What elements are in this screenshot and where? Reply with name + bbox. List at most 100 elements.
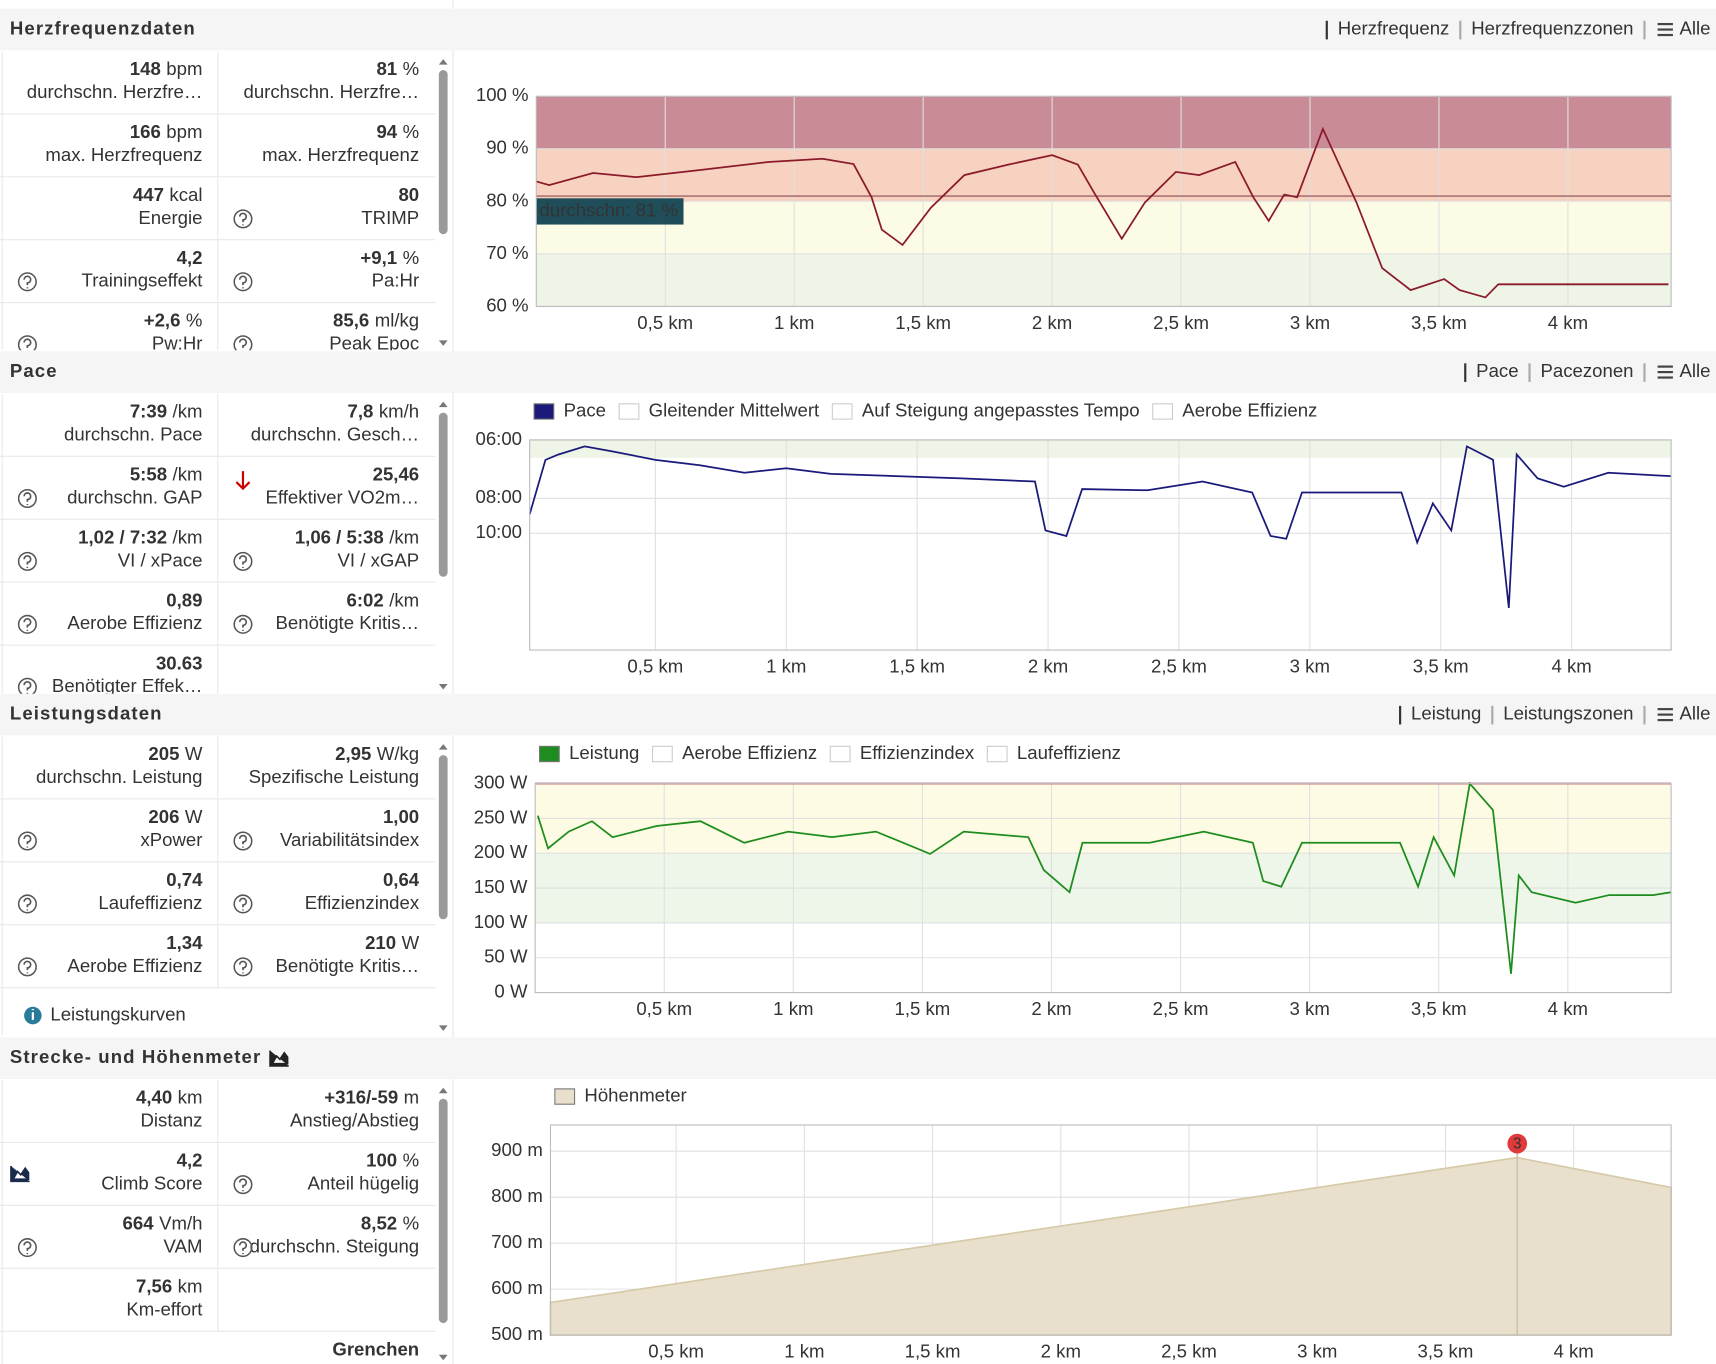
stat-label: xPower [140, 829, 202, 850]
stat-value: 4,2 [177, 247, 203, 268]
tab[interactable]: Leistung [1411, 703, 1481, 724]
average-label-bg [536, 198, 684, 225]
legend-label[interactable]: Gleitender Mittelwert [649, 399, 820, 420]
stat-label: Benötigte Kritis… [276, 955, 420, 976]
stat-unit: kcal [169, 184, 202, 205]
help-icon-glyph [23, 1241, 32, 1255]
y-tick-label: 300 W [474, 771, 528, 792]
x-tick-label: 1,5 km [895, 312, 951, 333]
legend-label[interactable]: Leistung [569, 742, 639, 763]
scroll-down [438, 340, 448, 346]
scroll-thumb[interactable] [438, 412, 448, 577]
stat-number: 100 [366, 1150, 397, 1171]
help-icon-glyph [23, 338, 32, 351]
tab[interactable]: Alle [1679, 360, 1710, 381]
section-header [0, 8, 1716, 51]
legend-label[interactable]: Effizienzindex [860, 742, 975, 763]
help-icon [17, 894, 37, 914]
legend-swatch[interactable] [651, 745, 673, 763]
help-icon [233, 209, 253, 229]
section-title: Pace [10, 360, 58, 381]
tab[interactable]: Herzfrequenz [1338, 17, 1450, 38]
stat-number: 205 [148, 743, 179, 764]
scroll-up [438, 401, 448, 408]
legend-label[interactable]: Aerobe Effizienz [1182, 399, 1317, 420]
legend-swatch[interactable] [986, 745, 1008, 763]
stat-unit: bpm [166, 58, 202, 79]
stat-number: 664 [123, 1212, 155, 1233]
help-icon-glyph [238, 834, 248, 848]
y-tick-label: 500 m [491, 1323, 543, 1344]
legend-swatch[interactable] [538, 745, 560, 763]
link[interactable]: Leistungskurven [50, 1003, 185, 1024]
legend-label[interactable]: Laufeffizienz [1017, 742, 1121, 763]
help-icon-glyph [238, 338, 248, 351]
stat-number: 447 [133, 184, 164, 205]
legend-swatch[interactable] [831, 403, 853, 420]
stat-value: 0,64 [383, 869, 420, 890]
legend-label[interactable]: Höhenmeter [584, 1084, 686, 1105]
x-tick-label: 2 km [1031, 998, 1071, 1019]
help-icon-glyph [23, 834, 32, 848]
stat-value: 0,74 [166, 869, 203, 890]
footer-text: Grenchen [332, 1338, 419, 1359]
x-tick-label: 3,5 km [1411, 998, 1467, 1019]
stat-value: 81% [376, 58, 419, 79]
scroll-thumb[interactable] [438, 755, 448, 920]
x-tick-label: 1,5 km [889, 655, 945, 676]
stat-label: Effizienzindex [305, 892, 420, 913]
y-tick-label: 0 W [494, 980, 528, 1001]
stat-number: 25,46 [373, 463, 420, 484]
help-icon-glyph [238, 1178, 248, 1192]
legend-label[interactable]: Aerobe Effizienz [682, 742, 817, 763]
help-icon-glyph [23, 897, 32, 911]
stat-number: 5:58 [130, 463, 167, 484]
legend-label[interactable]: Pace [564, 399, 606, 420]
x-tick-label: 2 km [1032, 312, 1072, 333]
legend-swatch[interactable] [829, 745, 851, 763]
stat-unit: % [403, 58, 420, 79]
stat-number: 81 [376, 58, 397, 79]
stat-label: durchschn. Herzfre… [27, 81, 203, 102]
help-icon [17, 272, 37, 292]
stat-value: 206 W [148, 806, 203, 827]
stat-label: Effektiver VO2m… [266, 486, 420, 507]
legend-swatch[interactable] [554, 1088, 576, 1105]
line [528, 445, 1672, 609]
legend-swatch[interactable] [1152, 403, 1173, 420]
help-icon-glyph [23, 618, 32, 631]
stat-value: 166 bpm [130, 121, 203, 142]
scroll-thumb[interactable] [438, 70, 448, 235]
stat-unit: m [404, 1087, 420, 1108]
stat-label: durchschn. Leistung [36, 766, 202, 787]
stat-unit: Vm/h [159, 1212, 202, 1233]
stat-value: 6:02/km [347, 589, 420, 610]
tab[interactable]: Pacezonen [1540, 360, 1633, 381]
legend-swatch[interactable] [618, 403, 640, 420]
stat-label: VAM [164, 1235, 203, 1256]
tab[interactable]: Alle [1679, 17, 1710, 38]
tab[interactable]: Leistungszonen [1503, 703, 1633, 724]
help-icon-glyph [238, 897, 248, 911]
annotation-marker[interactable] [1507, 1133, 1528, 1154]
stat-value: 100% [366, 1150, 419, 1171]
legend-swatch[interactable] [533, 403, 555, 420]
tab[interactable]: Herzfrequenzzonen [1471, 17, 1633, 38]
legend-label[interactable]: Auf Steigung angepasstes Tempo [862, 399, 1140, 420]
stat-value: 1,02 / 7:32/km [78, 526, 202, 547]
stat-value: 1,06 / 5:38/km [295, 526, 419, 547]
tab[interactable]: Alle [1679, 703, 1710, 724]
scroll-thumb[interactable] [438, 1098, 448, 1324]
stat-value: 85,6 ml/kg [333, 310, 419, 331]
tab[interactable]: Pace [1476, 360, 1518, 381]
stat-number: 1,02 / 7:32 [78, 526, 167, 547]
stat-label: durchschn. Pace [64, 423, 203, 444]
stat-label: Benötigte Kritis… [276, 612, 420, 633]
x-tick-label: 1,5 km [895, 998, 951, 1019]
line [536, 126, 1669, 299]
stat-number: +316/-59 [324, 1087, 398, 1108]
help-icon [17, 488, 37, 508]
stat-value: 664 Vm/h [123, 1212, 203, 1233]
stat-value: 210 W [365, 932, 420, 953]
stat-number: 7,56 [136, 1275, 172, 1296]
